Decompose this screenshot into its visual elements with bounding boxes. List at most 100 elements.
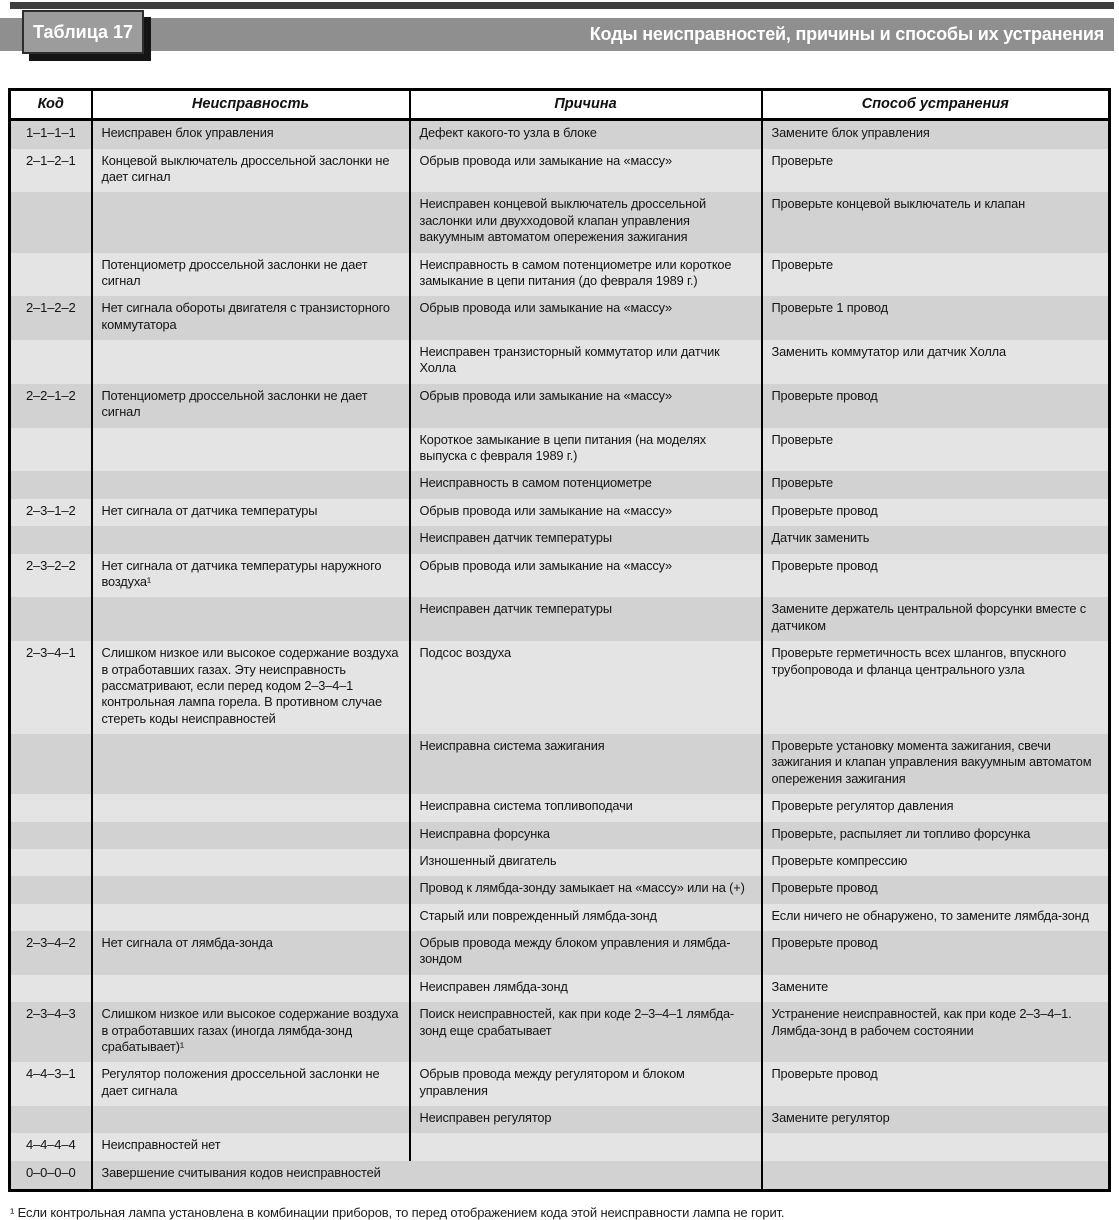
cause-cell: Обрыв провода или замыкание на «массу» bbox=[408, 553, 762, 598]
cause-cell: Неисправность в самом потенциометре или … bbox=[408, 252, 762, 297]
code-cell bbox=[9, 471, 92, 499]
table-row: 4–4–3–1 Регулятор положения дроссельной з… bbox=[9, 1062, 1110, 1106]
fault-cell bbox=[90, 821, 410, 849]
table-row: 2–1–2–1 Концевой выключатель дроссельной … bbox=[9, 148, 1110, 193]
table-row: Неисправна система топливоподачи Проверьт… bbox=[9, 794, 1110, 822]
fault-cell: Регулятор положения дроссельной заслонки… bbox=[90, 1062, 410, 1106]
fault-cell bbox=[90, 427, 410, 472]
remedy-cell: Проверьте bbox=[760, 427, 1110, 472]
fault-cell bbox=[90, 597, 410, 642]
cause-cell: Провод к лямбда-зонду замыкает на «массу… bbox=[408, 876, 762, 904]
fault-cell: Нет сигнала от лямбда-зонда bbox=[90, 931, 410, 975]
remedy-cell: Если ничего не обнаружено, то замените л… bbox=[760, 903, 1110, 931]
code-cell: 4–4–4–4 bbox=[9, 1133, 92, 1161]
code-cell bbox=[9, 794, 92, 822]
remedy-cell bbox=[760, 1161, 1110, 1191]
cause-cell: Изношенный двигатель bbox=[408, 848, 762, 877]
table-row: 2–3–4–2 Нет сигнала от лямбда-зонда Обрыв … bbox=[9, 931, 1110, 975]
remedy-cell: Датчик заменить bbox=[760, 526, 1110, 554]
remedy-cell: Проверьте регулятор давления bbox=[760, 794, 1110, 822]
fault-cell: Завершение считывания кодов неисправност… bbox=[90, 1161, 762, 1191]
cause-cell: Обрыв провода или замыкание на «массу» bbox=[408, 296, 762, 340]
table-row: Неисправен датчик температуры Датчик заме… bbox=[9, 526, 1110, 554]
code-cell bbox=[9, 427, 92, 472]
remedy-cell: Замените держатель центральной форсунки … bbox=[760, 597, 1110, 642]
remedy-cell bbox=[760, 1133, 1110, 1161]
table-row: 2–3–4–1 Слишком низкое или высокое содерж… bbox=[9, 641, 1110, 734]
remedy-cell: Проверьте 1 провод bbox=[760, 296, 1110, 340]
remedy-cell: Проверьте провод bbox=[760, 1062, 1110, 1106]
table-row: Старый или поврежденный лямбда-зонд Если … bbox=[9, 903, 1110, 931]
table-row: Неисправен лямбда-зонд Замените bbox=[9, 974, 1110, 1003]
fault-cell bbox=[90, 471, 410, 499]
cause-cell: Обрыв провода между блоком управления и … bbox=[408, 931, 762, 975]
cause-cell: Неисправна система топливоподачи bbox=[408, 794, 762, 822]
cause-cell: Обрыв провода или замыкание на «массу» bbox=[408, 383, 762, 428]
code-cell: 4–4–3–1 bbox=[9, 1062, 92, 1106]
top-rule-divider bbox=[10, 2, 1114, 9]
fault-cell bbox=[90, 974, 410, 1003]
code-cell bbox=[9, 903, 92, 931]
table-row: Потенциометр дроссельной заслонки не дае… bbox=[9, 252, 1110, 297]
code-cell: 0–0–0–0 bbox=[9, 1161, 92, 1191]
fault-cell: Потенциометр дроссельной заслонки не дае… bbox=[90, 383, 410, 428]
fault-cell: Нет сигнала обороты двигателя с транзист… bbox=[90, 296, 410, 340]
cause-cell: Обрыв провода или замыкание на «массу» bbox=[408, 498, 762, 527]
code-cell bbox=[9, 876, 92, 904]
code-cell bbox=[9, 526, 92, 554]
cause-cell: Подсос воздуха bbox=[408, 641, 762, 734]
code-cell: 2–3–4–1 bbox=[9, 641, 92, 734]
fault-codes-table: Код Неисправность Причина Способ устране… bbox=[8, 88, 1111, 1192]
code-cell: 2–1–2–1 bbox=[9, 148, 92, 193]
cause-cell: Неисправен концевой выключатель дроссель… bbox=[408, 192, 762, 253]
cause-cell: Неисправен датчик температуры bbox=[408, 526, 762, 554]
fault-cell: Слишком низкое или высокое содержание во… bbox=[90, 641, 410, 734]
page-title: Коды неисправностей, причины и способы и… bbox=[589, 24, 1104, 44]
fault-cell: Неисправностей нет bbox=[90, 1133, 410, 1161]
code-cell: 2–3–4–3 bbox=[9, 1002, 92, 1063]
cause-cell bbox=[408, 1133, 762, 1161]
code-cell bbox=[9, 597, 92, 642]
code-cell: 2–3–2–2 bbox=[9, 553, 92, 598]
table-row: Неисправен транзисторный коммутатор или … bbox=[9, 340, 1110, 384]
table-row: Неисправность в самом потенциометре Прове… bbox=[9, 471, 1110, 499]
code-cell bbox=[9, 974, 92, 1003]
code-cell: 1–1–1–1 bbox=[9, 119, 92, 149]
fault-cell bbox=[90, 903, 410, 931]
table-row: Короткое замыкание в цепи питания (на мо… bbox=[9, 427, 1110, 472]
code-cell bbox=[9, 192, 92, 253]
column-header-cause: Причина bbox=[408, 89, 762, 121]
cause-cell: Неисправен транзисторный коммутатор или … bbox=[408, 340, 762, 384]
table-row: 1–1–1–1 Неисправен блок управления Дефект … bbox=[9, 119, 1110, 149]
fault-cell bbox=[90, 734, 410, 795]
code-cell bbox=[9, 1106, 92, 1134]
footnote: ¹ Если контрольная лампа установлена в к… bbox=[10, 1204, 785, 1220]
remedy-cell: Заменить коммутатор или датчик Холла bbox=[760, 340, 1110, 384]
cause-cell: Неисправен лямбда-зонд bbox=[408, 974, 762, 1003]
code-cell: 2–2–1–2 bbox=[9, 383, 92, 428]
remedy-cell: Проверьте провод bbox=[760, 498, 1110, 527]
table-number-text: Таблица 17 bbox=[32, 21, 134, 42]
fault-cell bbox=[90, 192, 410, 253]
table-row: 2–3–4–3 Слишком низкое или высокое содерж… bbox=[9, 1002, 1110, 1063]
table-number-label: Таблица 17 bbox=[22, 10, 144, 54]
table-row: Неисправен концевой выключатель дроссель… bbox=[9, 192, 1110, 253]
cause-cell: Дефект какого-то узла в блоке bbox=[408, 119, 762, 149]
table-row: 0–0–0–0 Завершение считывания кодов неисп… bbox=[9, 1161, 1110, 1191]
remedy-cell: Проверьте провод bbox=[760, 553, 1110, 598]
table-row: 2–2–1–2 Потенциометр дроссельной заслонки… bbox=[9, 383, 1110, 428]
code-cell: 2–3–4–2 bbox=[9, 931, 92, 975]
fault-cell: Слишком низкое или высокое содержание во… bbox=[90, 1002, 410, 1063]
cause-cell: Неисправна система зажигания bbox=[408, 734, 762, 795]
fault-cell: Потенциометр дроссельной заслонки не дае… bbox=[90, 252, 410, 297]
remedy-cell: Проверьте компрессию bbox=[760, 848, 1110, 877]
table-row: Изношенный двигатель Проверьте компрессию bbox=[9, 848, 1110, 877]
fault-cell: Нет сигнала от датчика температуры наруж… bbox=[90, 553, 410, 598]
remedy-cell: Проверьте провод bbox=[760, 383, 1110, 428]
table-row: Провод к лямбда-зонду замыкает на «массу… bbox=[9, 876, 1110, 904]
fault-cell bbox=[90, 876, 410, 904]
title-band: Коды неисправностей, причины и способы и… bbox=[0, 18, 1114, 51]
table-row: 2–3–2–2 Нет сигнала от датчика температур… bbox=[9, 553, 1110, 598]
remedy-cell: Проверьте провод bbox=[760, 931, 1110, 975]
